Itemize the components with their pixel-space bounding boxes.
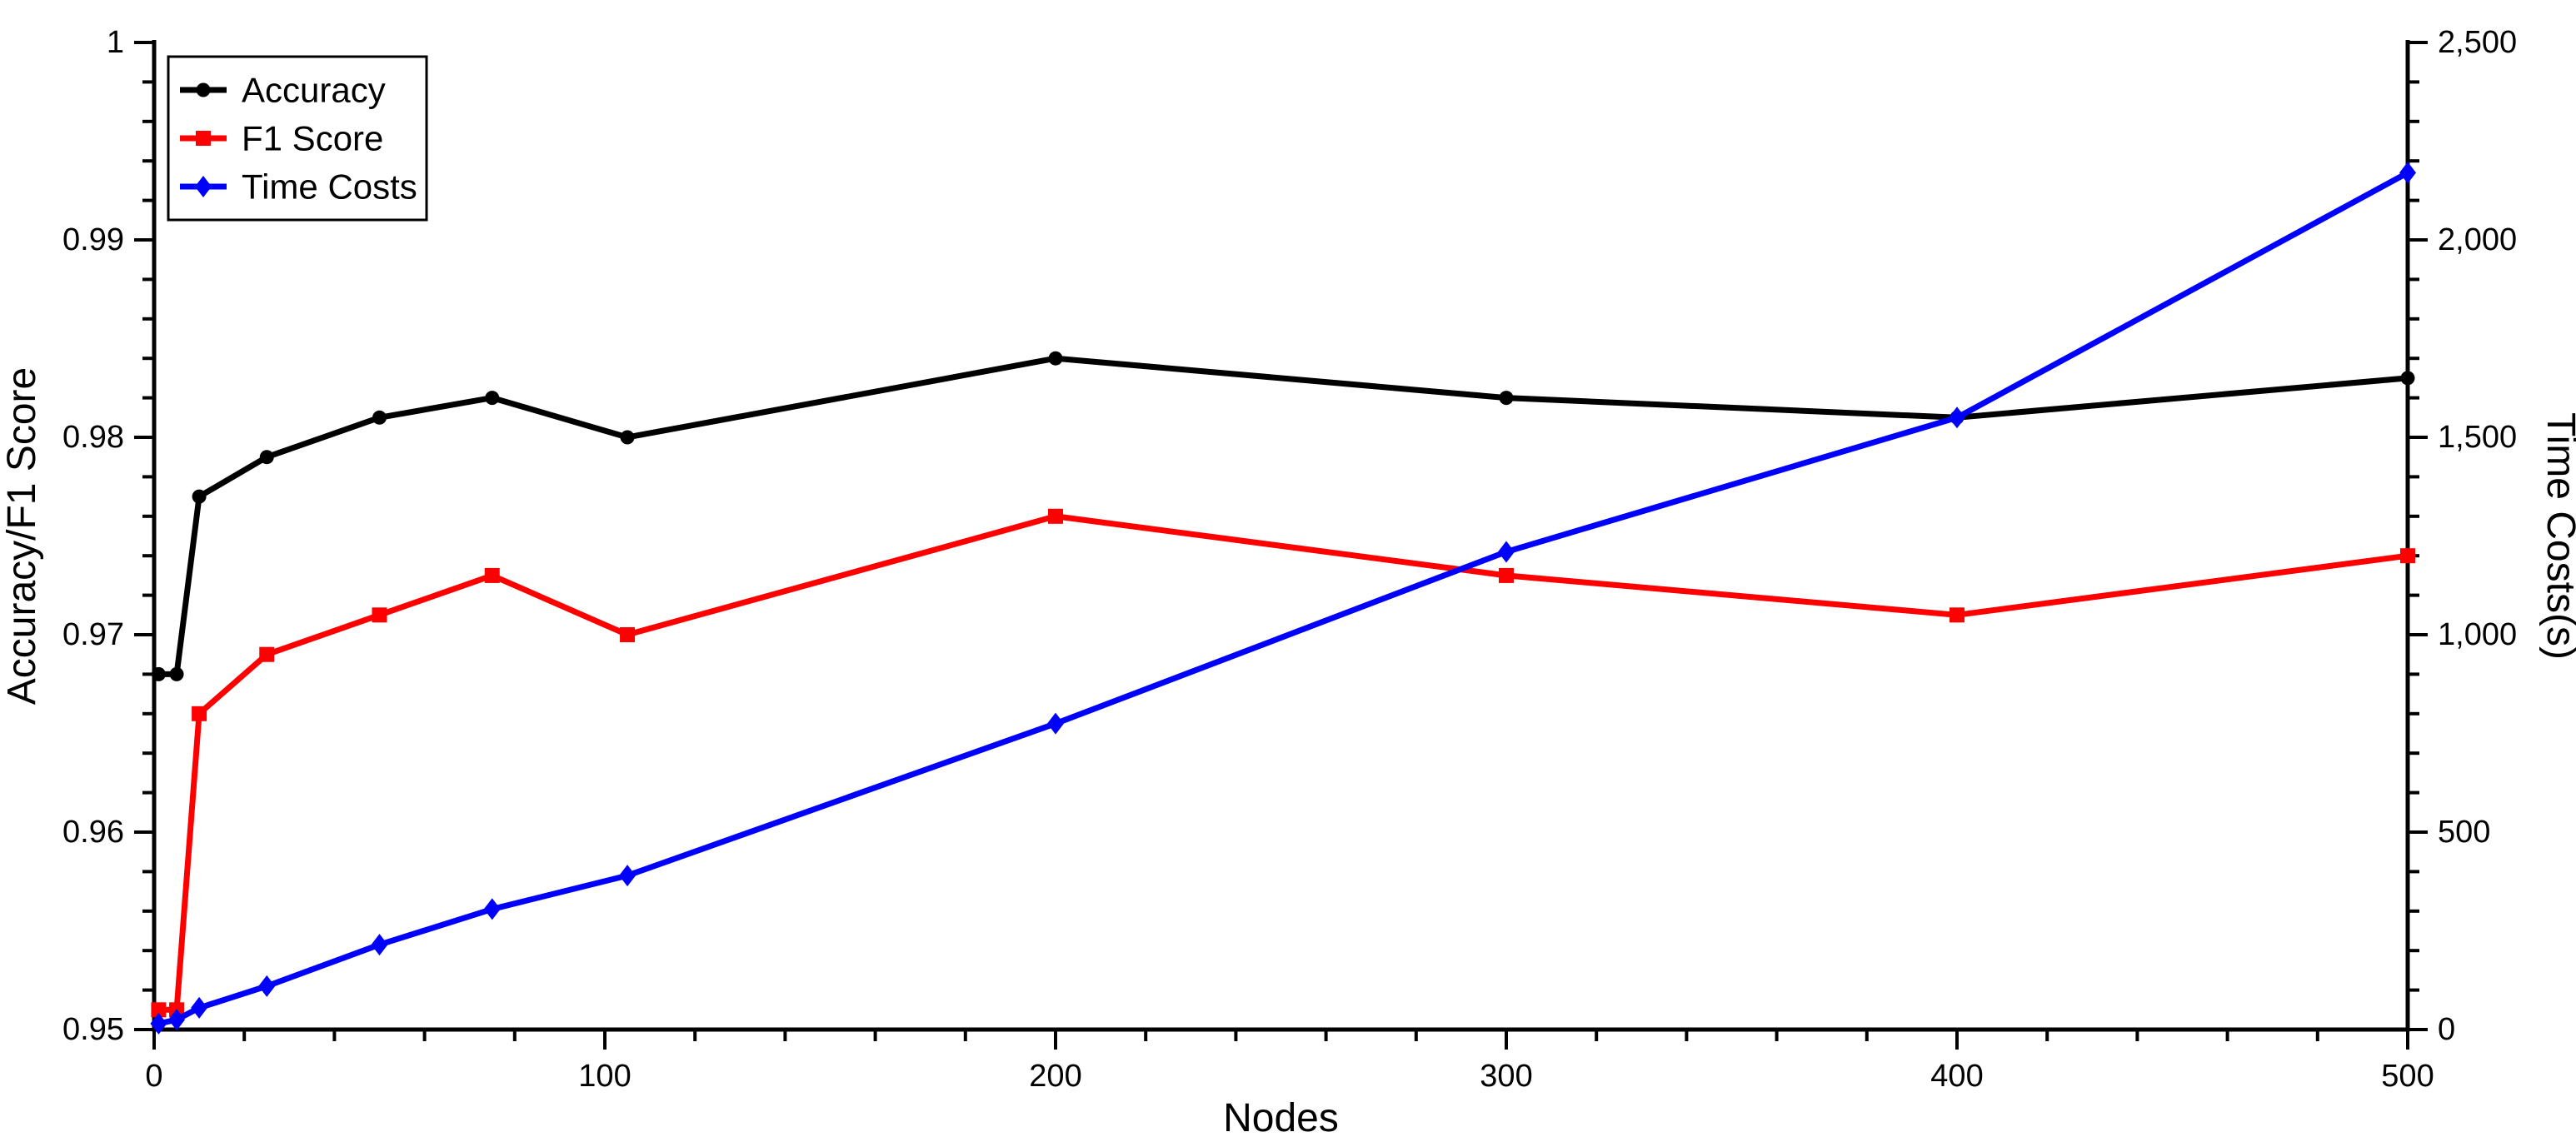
series-accuracy	[151, 351, 2415, 681]
data-point-marker	[150, 1012, 167, 1035]
legend: Accuracy F1 Score Time Costs	[167, 55, 428, 222]
data-point-marker	[259, 450, 274, 465]
data-point-marker	[1949, 406, 1965, 429]
data-point-marker	[483, 898, 501, 920]
data-point-marker	[371, 934, 388, 956]
data-point-marker	[258, 975, 276, 997]
right-axis-tick-label: 1,500	[2438, 420, 2517, 455]
right-axis-tick-label: 0	[2438, 1012, 2455, 1047]
data-point-marker	[372, 607, 387, 623]
left-axis-tick-label: 0.97	[62, 617, 124, 652]
data-point-marker	[1498, 541, 1515, 563]
series-f1-score	[151, 508, 2415, 1018]
x-axis-tick-label: 400	[1930, 1059, 1983, 1094]
left-axis-title: Accuracy/F1 Score	[0, 367, 44, 705]
legend-swatch-marker	[195, 176, 212, 197]
data-point-marker	[1047, 712, 1064, 735]
left-axis-tick-label: 0.99	[62, 222, 124, 257]
data-point-marker	[619, 865, 637, 887]
data-point-marker	[151, 1002, 167, 1018]
x-axis-title: Nodes	[1223, 1096, 1339, 1140]
x-axis-tick-label: 100	[578, 1059, 631, 1094]
legend-item-label: Accuracy	[242, 71, 386, 110]
data-point-marker	[485, 391, 500, 406]
right-axis-tick-label: 2,000	[2438, 222, 2517, 257]
data-point-marker	[1048, 351, 1063, 366]
data-point-marker	[372, 410, 387, 425]
right-axis-title: Time Costs(s)	[2539, 412, 2576, 660]
legend-swatch-marker	[196, 82, 211, 97]
data-point-marker	[620, 430, 635, 445]
data-point-marker	[259, 646, 275, 662]
data-point-marker	[1499, 567, 1514, 583]
legend-swatch-marker	[196, 131, 211, 146]
legend-item-f1-score: F1 Score	[180, 119, 383, 158]
x-axis-tick-label: 500	[2381, 1059, 2434, 1094]
right-axis-tick-label: 500	[2438, 815, 2490, 850]
data-point-marker	[620, 627, 636, 642]
right-axis-tick-label: 1,000	[2438, 617, 2517, 652]
x-axis-tick-label: 0	[145, 1059, 162, 1094]
data-point-marker	[484, 567, 500, 583]
x-axis-tick-label: 300	[1480, 1059, 1532, 1094]
right-axis-tick-label: 2,500	[2438, 25, 2517, 60]
legend-item-time-costs: Time Costs	[180, 167, 417, 207]
left-axis-tick-label: 1	[107, 25, 124, 60]
data-point-marker	[1949, 607, 1964, 623]
left-axis: 0.95 0.96 0.97 0.98 0.99 1	[62, 25, 154, 1047]
data-point-marker	[192, 706, 207, 721]
data-point-marker	[168, 1009, 186, 1031]
axes: 0.950.960.970.980.99105001,0001,5002,000…	[62, 25, 2517, 1094]
data-point-marker	[1048, 508, 1063, 524]
legend-item-label: Time Costs	[242, 167, 417, 207]
data-point-marker	[2399, 162, 2416, 184]
legend-item-label: F1 Score	[242, 119, 383, 158]
data-point-marker	[191, 996, 208, 1019]
left-axis-tick-label: 0.95	[62, 1012, 124, 1047]
left-axis-tick-label: 0.98	[62, 420, 124, 455]
data-point-marker	[151, 666, 166, 681]
data-point-marker	[169, 666, 184, 681]
data-point-marker	[192, 489, 207, 504]
data-point-marker	[1499, 391, 1514, 406]
right-axis: 0 500 1,000 1,500 2,000 2,500	[2408, 25, 2517, 1047]
series-time-costs	[150, 162, 2416, 1035]
x-axis-tick-label: 200	[1029, 1059, 1081, 1094]
left-axis-tick-label: 0.96	[62, 815, 124, 850]
x-axis: 0 100 200 300 400 500	[145, 1030, 2434, 1094]
legend-item-accuracy: Accuracy	[180, 71, 386, 110]
data-point-marker	[2400, 548, 2415, 564]
data-point-marker	[2400, 371, 2415, 386]
